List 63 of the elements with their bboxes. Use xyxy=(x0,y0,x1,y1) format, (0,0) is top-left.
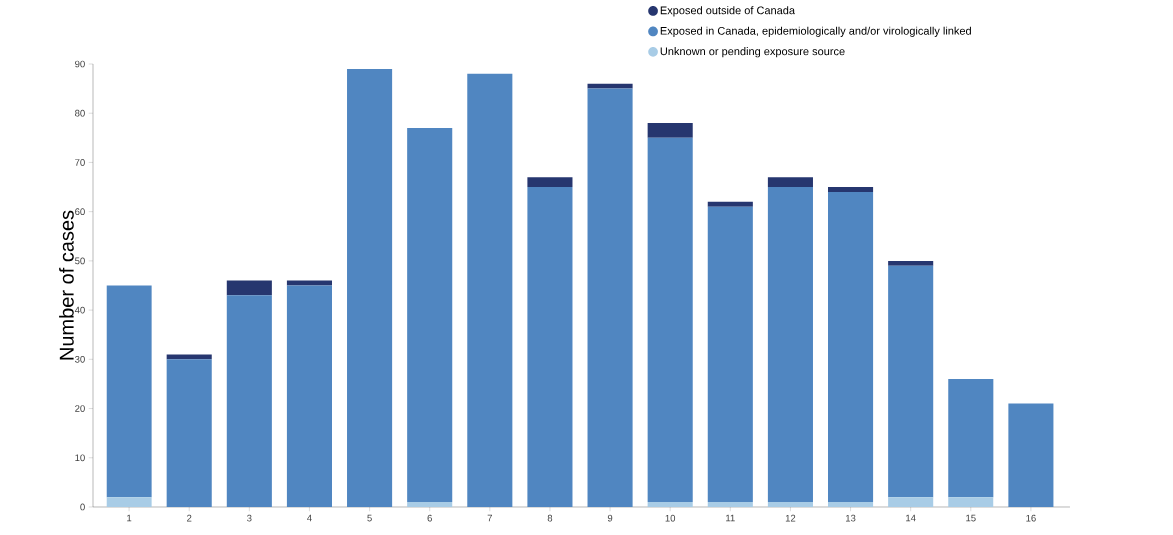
x-tick-label: 14 xyxy=(906,514,916,522)
x-tick-label: 6 xyxy=(427,514,432,522)
y-tick-label: 10 xyxy=(75,454,85,462)
legend-label: Unknown or pending exposure source xyxy=(660,47,845,58)
bar xyxy=(828,187,874,192)
bar xyxy=(587,88,633,507)
y-tick-label: 70 xyxy=(75,159,85,166)
bar xyxy=(888,260,934,266)
bar xyxy=(948,497,994,507)
bar xyxy=(767,187,813,503)
bar xyxy=(707,201,753,207)
x-tick-label: 11 xyxy=(726,514,735,522)
bar xyxy=(888,265,934,498)
y-tick-label: 90 xyxy=(75,60,85,68)
bar xyxy=(647,123,693,138)
x-tick-label: 13 xyxy=(845,514,856,522)
legend-label: Exposed in Canada, epidemiologically and/or virologically linked xyxy=(660,26,971,37)
bar xyxy=(828,502,874,507)
x-tick-label: 7 xyxy=(487,514,492,522)
x-tick-label: 16 xyxy=(1026,514,1036,522)
legend-label: Exposed outside of Canada xyxy=(660,6,796,17)
bar xyxy=(166,354,212,360)
bar xyxy=(467,73,513,507)
bar xyxy=(527,177,573,188)
bar xyxy=(647,502,693,507)
x-tick-label: 15 xyxy=(966,514,976,522)
x-tick-label: 4 xyxy=(307,514,312,522)
bar xyxy=(407,127,453,503)
bar xyxy=(407,502,453,507)
bar xyxy=(888,497,934,507)
y-tick-label: 60 xyxy=(75,208,85,216)
bar xyxy=(1008,403,1054,507)
bar xyxy=(226,280,272,296)
x-tick-label: 3 xyxy=(247,514,252,522)
bar xyxy=(948,379,994,498)
bar xyxy=(767,177,813,188)
y-tick-label: 40 xyxy=(74,306,85,314)
x-tick-label: 9 xyxy=(607,514,613,522)
x-tick-label: 2 xyxy=(187,514,192,522)
y-axis-title: Number of cases xyxy=(59,210,74,360)
bar xyxy=(106,285,152,498)
bar xyxy=(166,359,212,507)
bar xyxy=(828,191,874,503)
x-tick-label: 12 xyxy=(785,514,796,522)
bar xyxy=(286,285,332,507)
y-tick-label: 0 xyxy=(80,503,85,511)
y-tick-label: 80 xyxy=(75,109,85,117)
x-tick-label: 5 xyxy=(367,514,372,522)
x-tick-label: 10 xyxy=(665,514,676,522)
bar xyxy=(226,295,272,507)
bar xyxy=(707,206,753,503)
bar xyxy=(527,187,573,507)
bar xyxy=(587,83,633,89)
y-tick-label: 50 xyxy=(75,257,85,265)
x-tick-label: 1 xyxy=(127,514,132,522)
bar xyxy=(707,502,753,507)
bar xyxy=(106,497,152,507)
x-tick-label: 8 xyxy=(547,514,553,522)
bar xyxy=(647,137,693,503)
bar xyxy=(347,68,393,507)
bar xyxy=(767,502,813,507)
y-tick-label: 20 xyxy=(75,405,85,412)
y-tick-label: 30 xyxy=(75,355,85,363)
